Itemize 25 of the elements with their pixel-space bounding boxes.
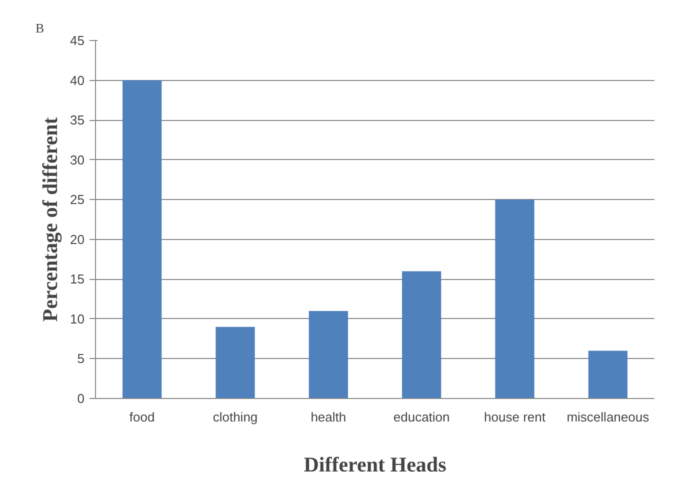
y-tick-label: 35 [70, 112, 85, 128]
y-tick-label: 0 [77, 391, 85, 406]
x-tick-label: education [393, 410, 450, 424]
bar [216, 326, 255, 398]
x-axis-title: Different Heads [304, 452, 446, 476]
y-tick-label: 15 [70, 272, 85, 287]
y-tick-label: 40 [70, 72, 85, 88]
y-axis-title: Percentage of different [38, 117, 62, 322]
y-tick-label: 5 [77, 351, 85, 366]
bar [122, 80, 162, 398]
bar [588, 350, 628, 398]
x-tick-label: clothing [212, 410, 258, 424]
y-tick-label: 25 [70, 192, 85, 208]
bar [495, 200, 534, 398]
bar [308, 310, 348, 398]
bar [402, 271, 442, 398]
y-tick-label: 45 [70, 33, 85, 48]
x-tick-label: food [129, 410, 155, 424]
y-tick-label: 10 [70, 311, 85, 326]
text: B [36, 20, 44, 36]
y-tick-label: 20 [70, 232, 85, 247]
x-tick-label: miscellaneous [566, 410, 650, 424]
y-tick-label: 30 [70, 152, 85, 168]
x-tick-label: health [310, 410, 346, 424]
x-tick-label: house rent [484, 410, 546, 424]
